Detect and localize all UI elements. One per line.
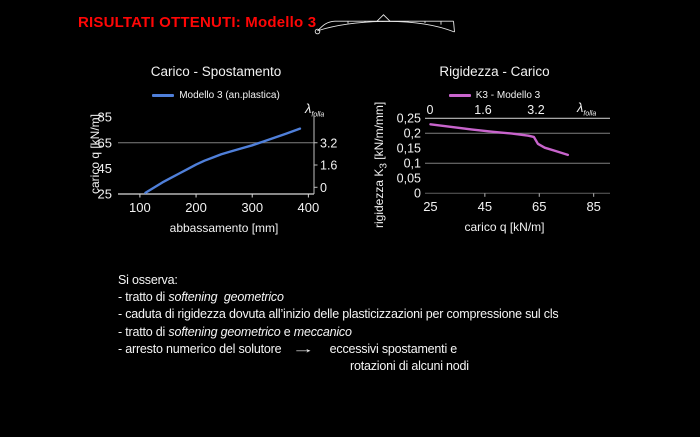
note-text: - arresto numerico del solutore [118,341,282,356]
note-line: - tratto di softening geometrico [118,289,693,306]
left-chart-plot: 100 200 300 400 25 45 65 85 0 1.6 3.2 [98,110,338,215]
note-text: softening geometrico [168,324,281,339]
tick-label: 0 [427,103,434,117]
note-line: - tratto di softening geometrico e mecca… [118,324,693,341]
tick-label: 300 [241,200,263,215]
series-line-modello3 [144,127,302,194]
series-line-k3 [429,123,570,157]
note-line: rotazioni di alcuni nodi [350,358,693,375]
tick-label: 25 [98,187,112,202]
left-chart-ylabel: carico q [kN/m] [88,114,102,195]
notes-intro: Si osserva: [118,273,178,287]
tick-label: 3.2 [527,103,544,117]
note-line: - arresto numerico del solutore → eccessiv… [118,341,693,358]
notes-lines: - tratto di softening geometrico - caduta… [118,289,693,375]
right-lambda-axis-label: λfolla [577,100,597,118]
deformed-arch-structure-icon [314,14,455,35]
tick-label: 65 [98,135,112,150]
note-text: eccessivi spostamenti e [329,341,458,356]
tick-label: 0,15 [397,141,421,155]
right-chart-ylabel: rigidezza K3 [kN/m/mm] [372,101,390,228]
note-text: e [280,324,294,339]
legend-label: K3 - Modello 3 [475,90,541,101]
tick-label: 85 [586,199,600,214]
right-chart-title: Rigidezza - Carico [439,64,550,79]
note-text: - tratto di [118,324,169,339]
tick-label: 1.6 [320,159,337,173]
left-chart-xlabel: abbassamento [mm] [169,221,279,235]
note-text: meccanico [293,324,352,339]
tick-label: 3.2 [320,136,337,150]
tick-label: 0,1 [404,156,421,170]
left-chart-legend: Modello 3 (an.plastica) [118,90,314,101]
legend-swatch-blue [152,94,175,97]
right-arrow: → [291,341,316,356]
note-text: rotazioni di alcuni nodi [350,359,469,374]
tick-label: 25 [423,199,437,214]
note-line: - caduta di rigidezza dovuta all’inizio … [118,306,693,323]
tick-label: 0 [414,186,421,200]
note-text: - tratto di [118,290,169,305]
legend-swatch-pink [448,94,471,97]
tick-label: 0,05 [397,171,421,185]
legend-label: Modello 3 (an.plastica) [179,90,280,101]
tick-label: 100 [129,200,151,215]
right-chart-legend: K3 - Modello 3 [402,90,587,101]
tick-label: 0,2 [404,126,421,140]
tick-label: 45 [478,199,492,214]
left-chart-title: Carico - Spostamento [150,64,282,79]
tick-label: 65 [532,199,546,214]
tick-label: 0 [320,181,327,195]
right-chart-xlabel: carico q [kN/m] [464,220,545,234]
tick-label: 45 [98,161,112,176]
tick-label: 1.6 [474,103,491,117]
page-title: RISULTATI OTTENUTI: Modello 3 [78,14,317,31]
tick-label: 0,25 [397,111,421,125]
tick-label: 85 [98,110,112,125]
notes-block: Si osserva: - tratto di softening geomet… [118,272,693,375]
note-text: softening geometrico [168,290,284,305]
tick-label: 400 [298,200,320,215]
tick-label: 200 [185,200,207,215]
left-lambda-axis-label: λfolla [305,101,325,119]
note-text: - caduta di rigidezza dovuta all’inizio … [118,307,559,322]
